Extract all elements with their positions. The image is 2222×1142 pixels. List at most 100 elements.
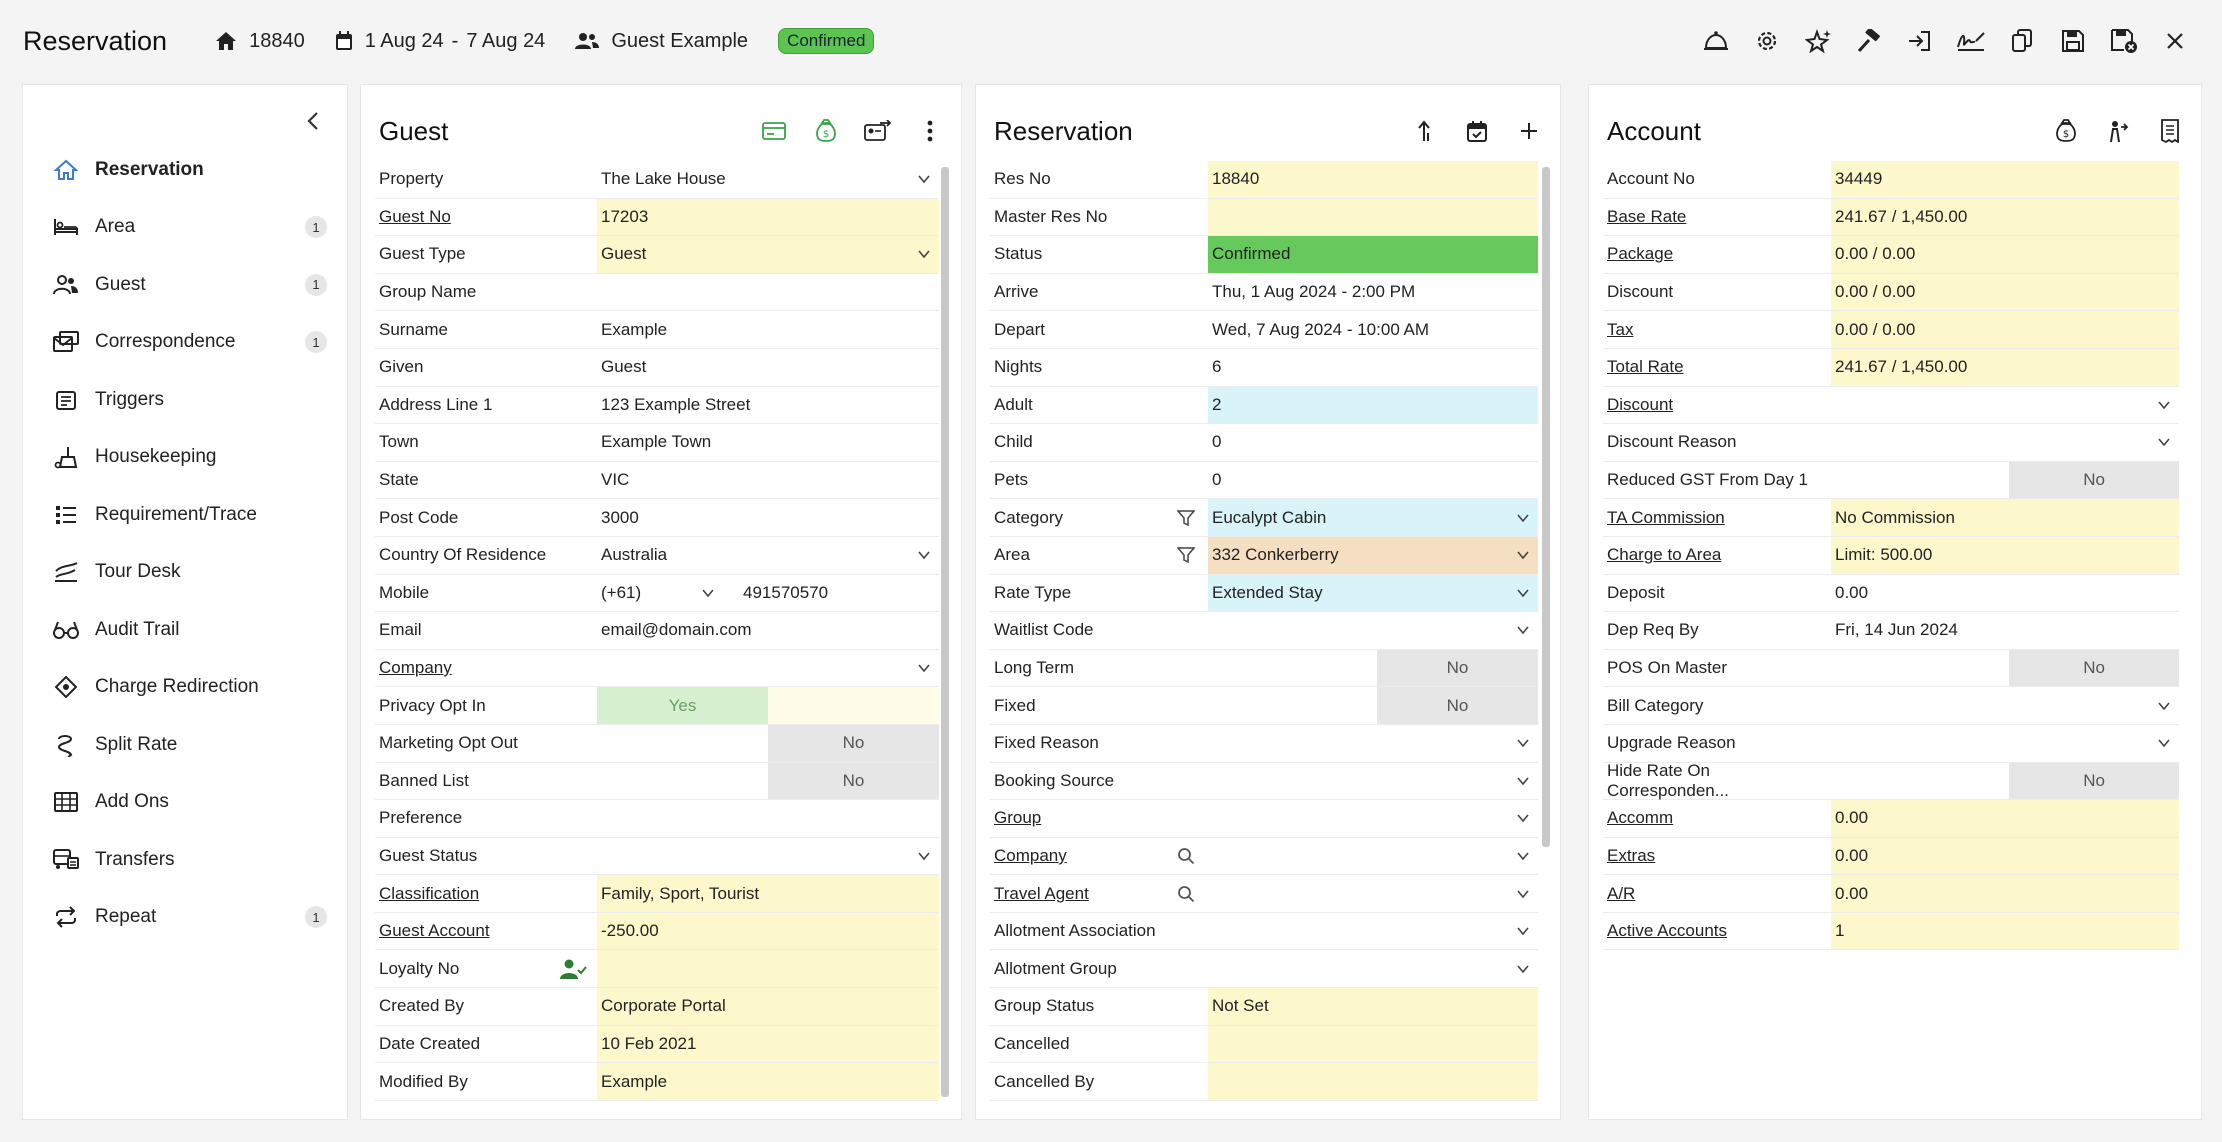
field-input[interactable] — [560, 950, 939, 988]
sidebar-item-area[interactable]: Area 1 — [23, 199, 347, 257]
field-input[interactable] — [1208, 612, 1538, 649]
field-label[interactable]: Guest No — [379, 206, 451, 226]
toggle-field[interactable]: No — [1831, 762, 2179, 800]
field-label[interactable]: Charge to Area — [1607, 545, 1722, 565]
bell-icon[interactable] — [1690, 24, 1741, 58]
field-input[interactable]: 2 — [1208, 386, 1538, 424]
gear-icon[interactable] — [1741, 24, 1792, 58]
field-input[interactable]: Extended Stay — [1208, 574, 1538, 612]
field-input[interactable]: email@domain.com — [597, 612, 939, 649]
field-input[interactable]: 0.00 — [1831, 575, 2179, 612]
sidebar-item-reservation[interactable]: Reservation — [23, 141, 347, 199]
field-input[interactable]: 3000 — [597, 499, 939, 536]
chevron-down-icon[interactable] — [917, 849, 931, 863]
chevron-down-icon[interactable] — [1516, 887, 1530, 901]
field-input[interactable]: Wed, 7 Aug 2024 - 10:00 AM — [1208, 311, 1538, 348]
field-label[interactable]: Tax — [1607, 319, 1634, 339]
chevron-down-icon[interactable] — [2157, 435, 2171, 449]
field-input[interactable]: VIC — [597, 462, 939, 499]
field-label[interactable]: Discount — [1607, 394, 1674, 414]
toggle-field[interactable]: No — [597, 724, 939, 762]
field-input[interactable]: 0 — [1208, 424, 1538, 461]
toggle-field[interactable]: No — [1208, 687, 1538, 724]
field-label[interactable]: Company — [379, 658, 452, 678]
plus-icon[interactable] — [1510, 113, 1548, 149]
country-code-select[interactable]: (+61) — [601, 583, 719, 603]
field-input[interactable]: 0.00 — [1831, 837, 2179, 875]
toggle-no[interactable]: No — [2009, 762, 2179, 800]
user-check-icon[interactable] — [559, 958, 587, 980]
field-input[interactable]: (+61) 491570570 — [597, 575, 939, 612]
toggle-yes[interactable] — [1208, 650, 1377, 687]
search-icon[interactable] — [1164, 838, 1208, 875]
field-input[interactable]: -250.00 — [597, 912, 939, 950]
field-input[interactable]: Fri, 14 Jun 2024 — [1831, 612, 2179, 649]
sidebar-item-charge-redirection[interactable]: Charge Redirection — [23, 659, 347, 717]
toggle-yes[interactable] — [597, 763, 768, 800]
field-input[interactable] — [1831, 687, 2179, 724]
field-label[interactable]: TA Commission — [1607, 507, 1725, 527]
field-input[interactable] — [1208, 875, 1538, 912]
field-input[interactable] — [1208, 1025, 1538, 1063]
save-icon[interactable] — [2047, 24, 2098, 58]
field-input[interactable] — [1208, 725, 1538, 762]
field-label[interactable]: Classification — [379, 883, 480, 903]
field-input[interactable]: Family, Sport, Tourist — [597, 875, 939, 912]
chevron-down-icon[interactable] — [917, 661, 931, 675]
field-input[interactable] — [597, 650, 939, 687]
field-input[interactable]: 0.00 / 0.00 — [1831, 311, 2179, 348]
field-input[interactable] — [1831, 387, 2179, 424]
field-label[interactable]: Accomm — [1607, 808, 1674, 828]
field-label[interactable]: Active Accounts — [1607, 921, 1728, 941]
chevron-down-icon[interactable] — [1516, 811, 1530, 825]
field-input[interactable]: 241.67 / 1,450.00 — [1831, 198, 2179, 236]
field-input[interactable]: The Lake House — [597, 161, 939, 198]
search-icon[interactable] — [1164, 875, 1208, 912]
field-input[interactable]: Thu, 1 Aug 2024 - 2:00 PM — [1208, 274, 1538, 311]
field-input[interactable]: Eucalypt Cabin — [1208, 499, 1538, 536]
toggle-no[interactable]: No — [768, 762, 939, 800]
calendar-check-icon[interactable] — [1458, 113, 1496, 149]
field-input[interactable] — [1208, 763, 1538, 800]
reservation-scrollbar[interactable] — [1542, 167, 1550, 847]
sidebar-item-transfers[interactable]: Transfers — [23, 831, 347, 889]
field-input[interactable]: Example — [597, 311, 939, 348]
copy-icon[interactable] — [1996, 24, 2047, 58]
chevron-down-icon[interactable] — [1516, 774, 1530, 788]
filter-icon[interactable] — [1164, 499, 1208, 536]
field-input[interactable]: 0 — [1208, 462, 1538, 499]
field-input[interactable]: Not Set — [1208, 988, 1538, 1025]
chevron-down-icon[interactable] — [1516, 511, 1530, 525]
field-label[interactable]: Travel Agent — [994, 883, 1089, 903]
toggle-field[interactable]: No — [1208, 649, 1538, 687]
toggle-yes[interactable] — [1831, 462, 2009, 499]
money-bag-icon[interactable]: $ — [2047, 113, 2085, 149]
field-input[interactable]: Australia — [597, 537, 939, 574]
field-label[interactable]: A/R — [1607, 883, 1636, 903]
chevron-down-icon[interactable] — [1516, 736, 1530, 750]
field-label[interactable]: Total Rate — [1607, 357, 1684, 377]
toggle-yes[interactable] — [597, 725, 768, 762]
sidebar-item-triggers[interactable]: Triggers — [23, 371, 347, 429]
sidebar-item-repeat[interactable]: Repeat 1 — [23, 889, 347, 947]
field-input[interactable]: 6 — [1208, 349, 1538, 386]
field-input[interactable] — [597, 274, 939, 311]
field-input[interactable]: 10 Feb 2021 — [597, 1025, 939, 1063]
field-input[interactable]: Corporate Portal — [597, 988, 939, 1025]
field-input[interactable]: Example Town — [597, 424, 939, 461]
toggle-yes[interactable] — [1831, 763, 2009, 800]
card-icon[interactable] — [755, 113, 793, 149]
sidebar-item-split-rate[interactable]: Split Rate — [23, 716, 347, 774]
field-input[interactable]: 34449 — [1831, 161, 2179, 198]
chevron-down-icon[interactable] — [2157, 736, 2171, 750]
chevron-down-icon[interactable] — [1516, 849, 1530, 863]
field-input[interactable]: 0.00 — [1831, 875, 2179, 912]
sidebar-item-requirement-trace[interactable]: Requirement/Trace — [23, 486, 347, 544]
signature-icon[interactable] — [1945, 24, 1996, 58]
field-input[interactable]: 0.00 — [1831, 800, 2179, 837]
toggle-field[interactable]: No — [1831, 649, 2179, 687]
field-input[interactable] — [1208, 198, 1538, 236]
toggle-no[interactable]: No — [1377, 649, 1538, 687]
field-input[interactable]: 123 Example Street — [597, 387, 939, 424]
chevron-down-icon[interactable] — [1516, 924, 1530, 938]
